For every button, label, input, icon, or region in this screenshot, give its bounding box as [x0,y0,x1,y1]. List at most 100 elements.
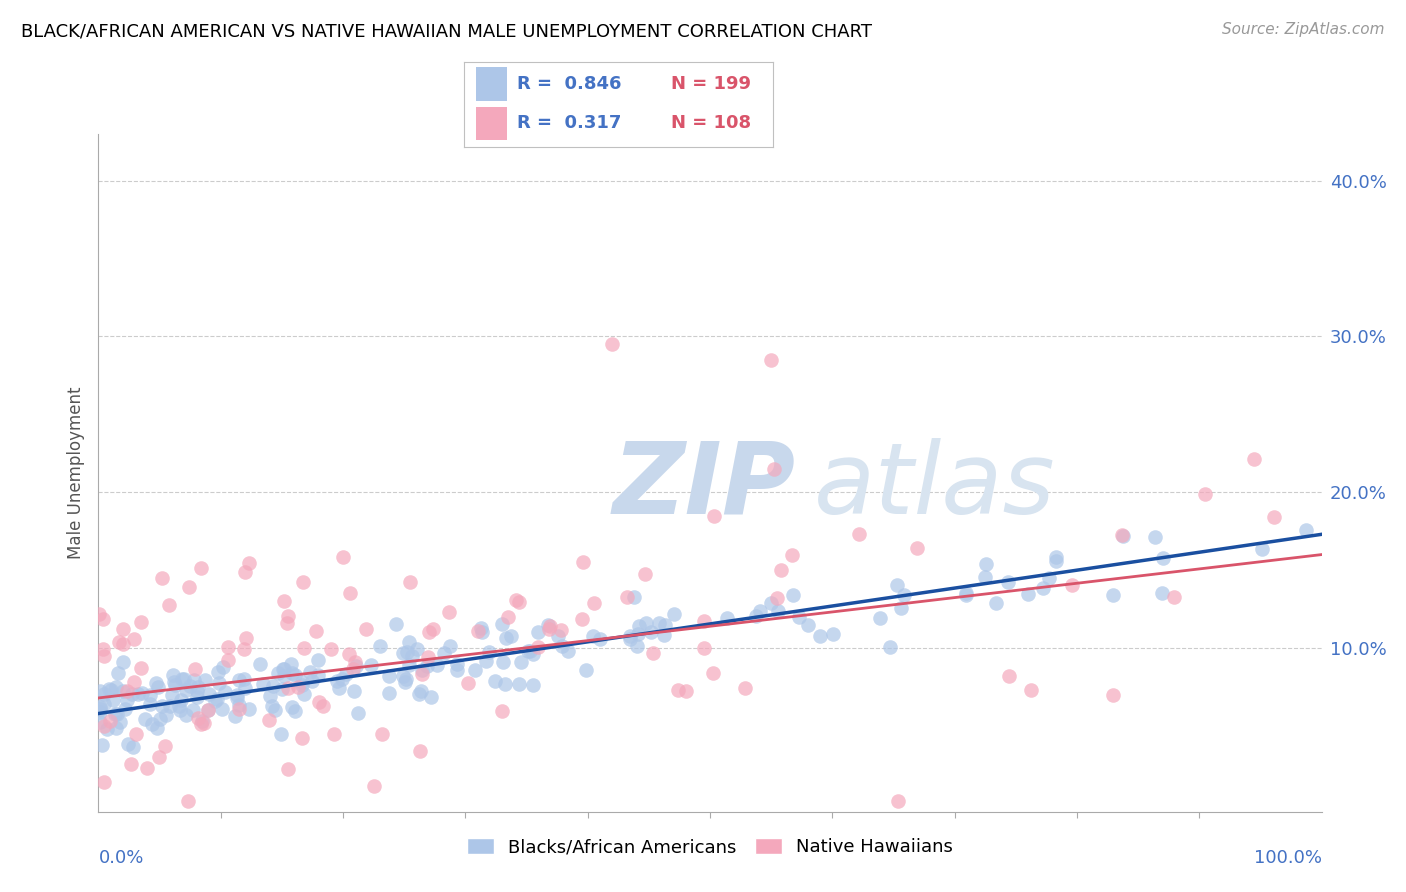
Point [654,618,676,632]
Point [398,635,420,649]
Point [418,625,440,640]
Point [411,667,433,681]
Point [103,692,125,706]
Point [347,706,370,720]
Point [886,794,908,808]
Point [292,575,315,590]
Point [368,640,391,654]
Point [89,714,111,729]
Point [797,617,820,632]
Point [550,640,572,654]
Point [770,563,793,577]
Point [284,667,307,681]
Point [848,527,870,541]
Point [214,685,236,699]
Point [319,642,342,657]
Text: Source: ZipAtlas.com: Source: ZipAtlas.com [1222,22,1385,37]
Point [464,663,486,677]
Point [273,594,295,608]
Point [280,657,302,672]
Point [287,680,309,694]
Point [501,629,523,643]
Point [997,575,1019,590]
Point [190,716,212,731]
Point [191,714,214,728]
Point [395,672,418,686]
Point [808,629,831,643]
Text: ZIP: ZIP [612,438,796,535]
Point [163,678,186,692]
Point [145,676,167,690]
Point [363,779,385,793]
Point [1143,530,1166,544]
Point [162,668,184,682]
Point [136,761,159,775]
Point [600,337,623,351]
Point [277,609,299,624]
Point [198,687,221,701]
Point [172,672,194,686]
Point [446,663,468,677]
Point [108,715,131,730]
Point [174,707,197,722]
Point [174,683,197,698]
Point [98,714,121,728]
Point [107,665,129,680]
Point [893,588,915,602]
Point [155,708,177,723]
Point [100,683,122,698]
Point [291,731,314,745]
Point [179,580,201,594]
Text: atlas: atlas [814,438,1056,535]
Point [537,617,560,632]
Point [394,674,416,689]
Point [267,666,290,681]
Point [322,727,344,741]
Point [342,662,364,676]
Point [270,727,292,741]
Point [886,578,908,592]
Point [238,702,260,716]
Point [204,694,226,708]
Point [634,615,657,630]
Point [117,737,139,751]
Point [360,658,382,673]
Point [308,695,330,709]
Point [581,629,603,643]
Point [422,622,444,636]
Point [89,684,111,698]
Point [744,609,766,624]
Point [292,687,315,701]
Point [409,684,432,698]
Point [339,586,361,600]
Point [159,698,181,713]
Point [112,622,135,636]
Point [399,574,422,589]
Point [782,588,804,602]
Point [96,722,118,736]
Point [129,615,152,629]
Point [228,698,250,712]
Point [148,750,170,764]
Y-axis label: Male Unemployment: Male Unemployment [66,386,84,559]
Point [157,598,180,612]
Point [307,668,329,682]
Point [1295,523,1317,537]
Point [89,705,111,719]
Point [271,662,294,676]
Point [186,690,208,705]
Point [1194,487,1216,501]
Point [328,681,350,695]
Point [163,674,186,689]
Point [557,644,579,658]
Point [307,653,329,667]
Point [232,642,254,657]
Point [652,628,675,642]
Point [692,614,714,628]
Point [589,632,612,646]
Point [1102,588,1125,602]
Point [1062,578,1084,592]
Point [277,762,299,776]
Point [508,677,530,691]
Point [470,621,492,635]
